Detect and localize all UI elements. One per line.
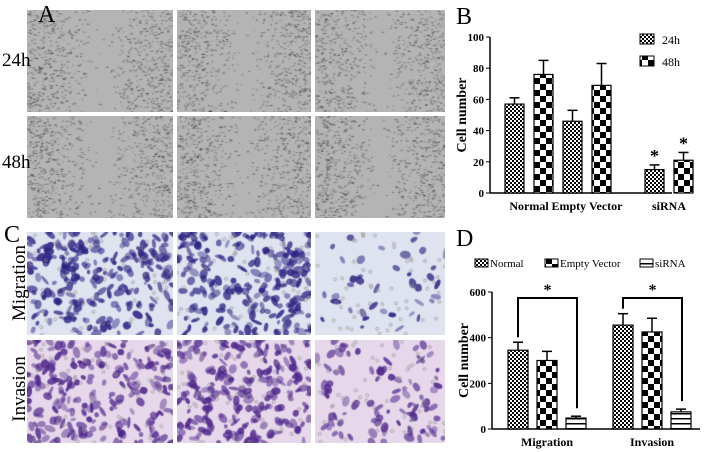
y-tick-label: 60: [473, 94, 485, 106]
bar-normal: [507, 349, 529, 430]
y-tick-label: 0: [479, 188, 485, 200]
bar-sirna: [565, 417, 587, 430]
y-tick-label: 600: [470, 287, 487, 299]
legend-label: Normal: [490, 258, 524, 270]
significance-star: *: [679, 133, 688, 153]
significance-bracket: [517, 297, 578, 409]
x-tick-label: Normal: [509, 199, 549, 213]
significance-star: *: [650, 146, 659, 166]
legend-label: siRNA: [655, 258, 686, 270]
x-tick-label: Migration: [521, 435, 573, 449]
y-tick-label: 200: [470, 378, 487, 390]
legend-swatch: [544, 258, 559, 268]
legend-label: 48h: [662, 55, 680, 69]
y-tick-label: 0: [481, 424, 487, 436]
invasion-image: [177, 340, 311, 443]
scratch-assay-image: [27, 10, 173, 112]
panel-label-d: D: [456, 226, 474, 252]
panel-label-c: C: [4, 222, 21, 248]
bar-24h: [644, 169, 665, 194]
bar-normal: [612, 324, 634, 430]
migration-image: [27, 232, 173, 335]
legend-swatch: [639, 55, 655, 67]
y-tick-label: 400: [470, 333, 487, 345]
bar-48h: [673, 159, 694, 194]
significance-star: *: [544, 282, 552, 299]
legend-label: Empty Vector: [560, 258, 621, 270]
invasion-image: [315, 340, 445, 443]
scratch-assay-image: [315, 10, 445, 112]
significance-bracket: [622, 297, 683, 402]
y-tick-label: 20: [473, 157, 485, 169]
significance-star: *: [649, 282, 657, 299]
panel-label-b: B: [456, 4, 473, 30]
x-tick-label: Empty Vector: [552, 199, 624, 213]
scratch-assay-image: [27, 116, 173, 218]
scratch-assay-image: [315, 116, 445, 218]
y-tick-label: 100: [468, 32, 485, 44]
bar-48h: [533, 73, 554, 194]
bar-empty-vector: [536, 359, 558, 430]
y-axis-label: Cell number: [457, 323, 472, 398]
migration-image: [315, 232, 445, 335]
y-axis-label: Cell number: [455, 77, 470, 152]
bar-24h: [562, 120, 583, 194]
legend-swatch: [639, 33, 655, 45]
y-tick-label: 80: [473, 63, 485, 75]
invasion-image: [27, 340, 173, 443]
bar-sirna: [670, 411, 692, 430]
row-label-24h: 24h: [2, 50, 31, 71]
legend-swatch: [474, 258, 489, 268]
bar-empty-vector: [641, 331, 663, 430]
x-tick-label: Invasion: [630, 435, 674, 449]
scratch-assay-image: [177, 10, 311, 112]
bar-24h: [504, 103, 525, 194]
x-tick-label: siRNA: [652, 199, 686, 213]
migration-image: [177, 232, 311, 335]
legend-swatch: [639, 258, 654, 268]
panel-label-a: A: [38, 2, 56, 28]
y-tick-label: 40: [473, 126, 485, 138]
legend-label: 24h: [662, 33, 680, 47]
bar-48h: [591, 84, 612, 194]
scratch-assay-image: [177, 116, 311, 218]
row-label-48h: 48h: [2, 152, 31, 173]
